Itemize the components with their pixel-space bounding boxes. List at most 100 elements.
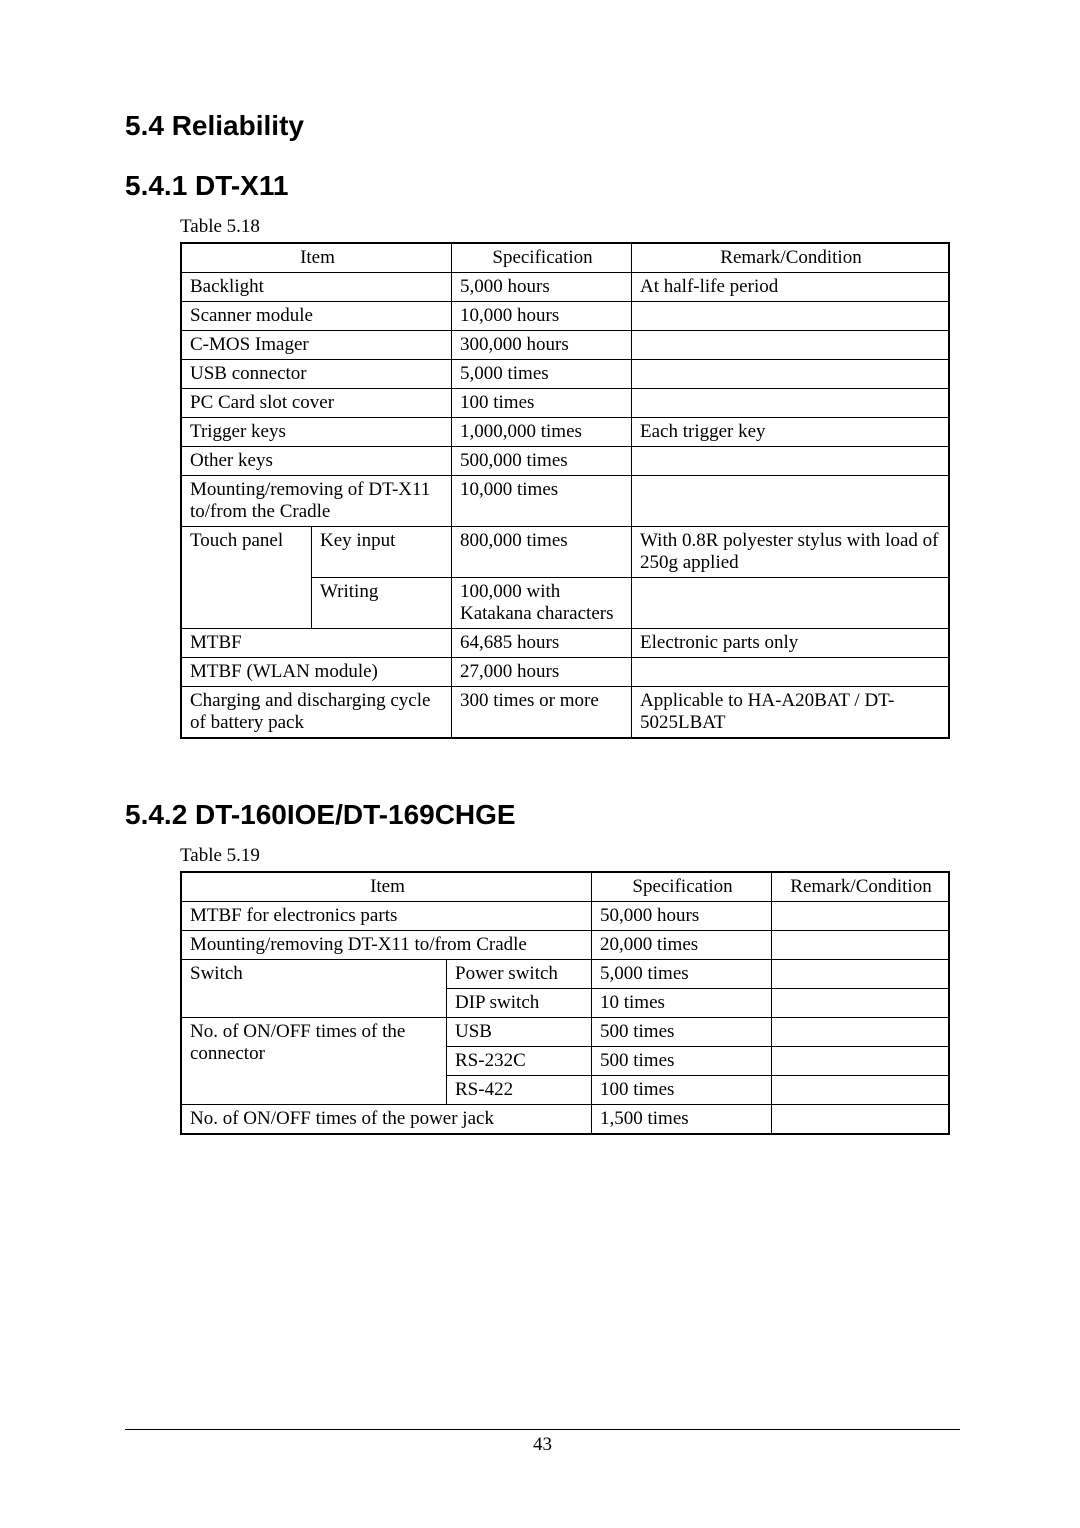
- table-row: USB connector 5,000 times: [181, 360, 949, 389]
- table-row: Touch panel Key input 800,000 times With…: [181, 527, 949, 578]
- table-518-label: Table 5.18: [180, 216, 960, 238]
- cell-remark: [772, 902, 950, 931]
- cell-spec: 5,000 times: [452, 360, 632, 389]
- table-row: Mounting/removing DT-X11 to/from Cradle …: [181, 931, 949, 960]
- cell-subitem: RS-232C: [447, 1047, 592, 1076]
- cell-remark: [632, 302, 950, 331]
- cell-item: Mounting/removing of DT-X11 to/from the …: [181, 476, 452, 527]
- table-row: Mounting/removing of DT-X11 to/from the …: [181, 476, 949, 527]
- table-row: Item Specification Remark/Condition: [181, 243, 949, 273]
- cell-item: USB connector: [181, 360, 452, 389]
- table-row: MTBF 64,685 hours Electronic parts only: [181, 629, 949, 658]
- cell-spec: 64,685 hours: [452, 629, 632, 658]
- cell-subitem: RS-422: [447, 1076, 592, 1105]
- cell-spec: 1,500 times: [592, 1105, 772, 1135]
- table-row: C-MOS Imager 300,000 hours: [181, 331, 949, 360]
- cell-spec: 500 times: [592, 1018, 772, 1047]
- page-number: 43: [533, 1434, 552, 1455]
- cell-item: MTBF: [181, 629, 452, 658]
- cell-spec: 10,000 hours: [452, 302, 632, 331]
- cell-item: Scanner module: [181, 302, 452, 331]
- table-row: Charging and discharging cycle of batter…: [181, 687, 949, 739]
- cell-spec: 10,000 times: [452, 476, 632, 527]
- cell-remark: [772, 1105, 950, 1135]
- cell-remark: [632, 360, 950, 389]
- table-518: Item Specification Remark/Condition Back…: [180, 242, 950, 739]
- cell-remark: Applicable to HA-A20BAT / DT-5025LBAT: [632, 687, 950, 739]
- table-row: Other keys 500,000 times: [181, 447, 949, 476]
- cell-item: Switch: [181, 960, 447, 1018]
- cell-remark: [632, 331, 950, 360]
- cell-item: Other keys: [181, 447, 452, 476]
- cell-spec: 100 times: [592, 1076, 772, 1105]
- cell-item: MTBF for electronics parts: [181, 902, 592, 931]
- cell-remark: Each trigger key: [632, 418, 950, 447]
- cell-item: Charging and discharging cycle of batter…: [181, 687, 452, 739]
- table-row: MTBF (WLAN module) 27,000 hours: [181, 658, 949, 687]
- cell-item: Trigger keys: [181, 418, 452, 447]
- cell-spec: 100,000 with Katakana characters: [452, 578, 632, 629]
- cell-spec: 300,000 hours: [452, 331, 632, 360]
- cell-remark: [632, 658, 950, 687]
- cell-item: PC Card slot cover: [181, 389, 452, 418]
- heading-dt160: 5.4.2 DT-160IOE/DT-169CHGE: [125, 799, 960, 831]
- cell-spec: 5,000 hours: [452, 273, 632, 302]
- cell-remark: [632, 476, 950, 527]
- cell-spec: 5,000 times: [592, 960, 772, 989]
- cell-remark: [772, 1018, 950, 1047]
- page-footer: 43: [125, 1429, 960, 1456]
- table-row: Item Specification Remark/Condition: [181, 872, 949, 902]
- cell-spec: 10 times: [592, 989, 772, 1018]
- cell-spec: 500 times: [592, 1047, 772, 1076]
- table-row: PC Card slot cover 100 times: [181, 389, 949, 418]
- cell-item: C-MOS Imager: [181, 331, 452, 360]
- col-header-spec: Specification: [452, 243, 632, 273]
- table-row: No. of ON/OFF times of the connector USB…: [181, 1018, 949, 1047]
- cell-spec: 1,000,000 times: [452, 418, 632, 447]
- heading-dtx11: 5.4.1 DT-X11: [125, 170, 960, 202]
- col-header-item: Item: [181, 243, 452, 273]
- cell-remark: [632, 578, 950, 629]
- cell-subitem: USB: [447, 1018, 592, 1047]
- col-header-item: Item: [181, 872, 592, 902]
- table-519: Item Specification Remark/Condition MTBF…: [180, 871, 950, 1135]
- cell-spec: 500,000 times: [452, 447, 632, 476]
- table-519-label: Table 5.19: [180, 845, 960, 867]
- cell-remark: Electronic parts only: [632, 629, 950, 658]
- cell-spec: 50,000 hours: [592, 902, 772, 931]
- cell-subitem: Power switch: [447, 960, 592, 989]
- cell-remark: At half-life period: [632, 273, 950, 302]
- col-header-remark: Remark/Condition: [632, 243, 950, 273]
- cell-remark: [772, 989, 950, 1018]
- table-row: Trigger keys 1,000,000 times Each trigge…: [181, 418, 949, 447]
- cell-item: No. of ON/OFF times of the connector: [181, 1018, 447, 1105]
- table-row: MTBF for electronics parts 50,000 hours: [181, 902, 949, 931]
- cell-item: No. of ON/OFF times of the power jack: [181, 1105, 592, 1135]
- cell-remark: [772, 1076, 950, 1105]
- cell-remark: With 0.8R polyester stylus with load of …: [632, 527, 950, 578]
- cell-remark: [772, 1047, 950, 1076]
- cell-spec: 100 times: [452, 389, 632, 418]
- cell-spec: 27,000 hours: [452, 658, 632, 687]
- col-header-remark: Remark/Condition: [772, 872, 950, 902]
- table-row: Scanner module 10,000 hours: [181, 302, 949, 331]
- cell-subitem: DIP switch: [447, 989, 592, 1018]
- table-row: Backlight 5,000 hours At half-life perio…: [181, 273, 949, 302]
- cell-subitem: Key input: [312, 527, 452, 578]
- cell-remark: [772, 960, 950, 989]
- table-row: Switch Power switch 5,000 times: [181, 960, 949, 989]
- heading-reliability: 5.4 Reliability: [125, 110, 960, 142]
- cell-remark: [632, 447, 950, 476]
- col-header-spec: Specification: [592, 872, 772, 902]
- cell-item: Touch panel: [181, 527, 312, 629]
- cell-subitem: Writing: [312, 578, 452, 629]
- cell-spec: 20,000 times: [592, 931, 772, 960]
- cell-item: Mounting/removing DT-X11 to/from Cradle: [181, 931, 592, 960]
- cell-remark: [632, 389, 950, 418]
- cell-item: Backlight: [181, 273, 452, 302]
- cell-spec: 300 times or more: [452, 687, 632, 739]
- cell-remark: [772, 931, 950, 960]
- table-row: No. of ON/OFF times of the power jack 1,…: [181, 1105, 949, 1135]
- cell-spec: 800,000 times: [452, 527, 632, 578]
- cell-item: MTBF (WLAN module): [181, 658, 452, 687]
